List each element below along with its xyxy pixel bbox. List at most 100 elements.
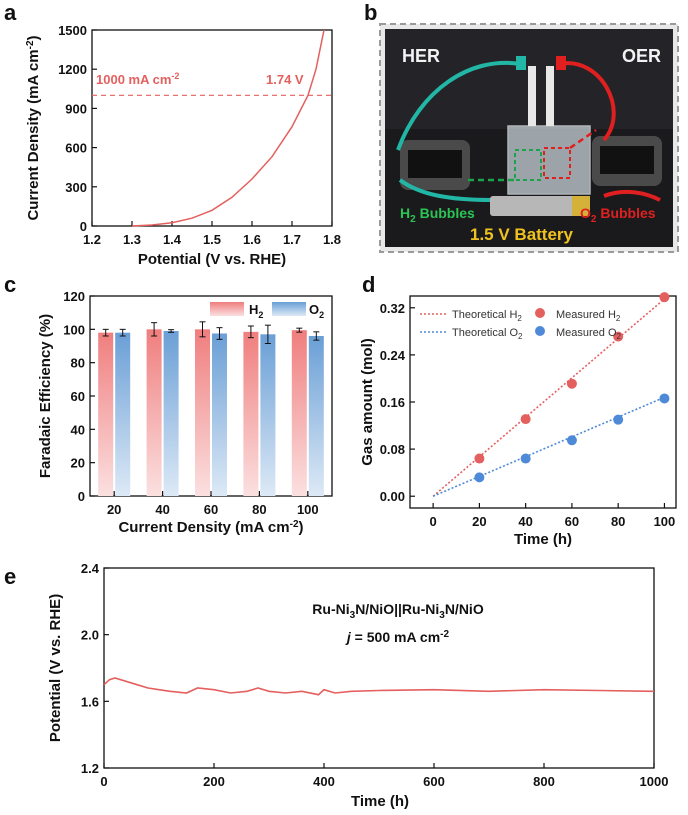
measured-point	[659, 393, 670, 404]
legend-measured-h2-swatch	[535, 308, 545, 318]
bar-o2	[260, 334, 276, 496]
bar-h2	[195, 329, 210, 496]
panel-e: e 1.2 1.6 2.0 2.4 0 200 400 600 800 1000 Ru-Ni3N…	[4, 561, 668, 810]
catalyst-label: Ru-Ni3N/NiO||Ru-Ni3N/NiO	[312, 601, 484, 621]
y-tick-label: 0.32	[380, 301, 405, 316]
bar-o2	[115, 332, 131, 496]
bar-h2	[243, 331, 259, 496]
y-ticks-e: 1.2 1.6 2.0 2.4	[81, 561, 109, 776]
y-tick-label: 0.16	[380, 395, 405, 410]
h2-bubbles-label: H2 Bubbles	[400, 205, 475, 225]
x-tick-label: 0	[100, 774, 107, 789]
x-tick-label: 1.7	[283, 232, 301, 247]
x-tick-label: 0	[430, 514, 437, 529]
bar-h2	[291, 330, 307, 496]
y-ticks-c: 0 20 40 60 80 100 120	[63, 289, 95, 504]
o2-bubbles-label: O2 Bubbles	[580, 205, 656, 225]
panel-a: a 1.2 1.3 1.4 1.5 1.6 1.7 1.8 0 300 600 900 1200 15…	[4, 0, 341, 268]
annotation-1000-label: 1000 mA cm-2	[96, 71, 179, 87]
y-tick-label: 2.4	[81, 561, 100, 576]
y-tick-label: 1200	[58, 62, 87, 77]
x-tick-label: 40	[518, 514, 532, 529]
y-tick-label: 0.24	[380, 348, 406, 363]
x-tick-label: 80	[252, 502, 266, 517]
measured-point	[613, 414, 624, 425]
measured-point	[613, 331, 624, 342]
x-ticks-a: 1.2 1.3 1.4 1.5 1.6 1.7 1.8	[83, 221, 341, 247]
annotation-174v-label: 1.74 V	[266, 72, 304, 87]
x-axis-title-a: Potential (V vs. RHE)	[138, 251, 286, 268]
x-tick-label: 1.8	[323, 232, 341, 247]
y-tick-label: 0.08	[380, 442, 405, 457]
x-tick-label: 1.4	[163, 232, 182, 247]
y-tick-label: 600	[65, 141, 87, 156]
panel-b: b HER OER H2 Bubbles O2 Bubbles 1.5	[364, 0, 679, 253]
x-tick-label: 400	[313, 774, 335, 789]
y-axis-title-c: Faradaic Efficiency (%)	[37, 314, 54, 478]
oer-label: OER	[622, 46, 661, 66]
electrode-rod-right	[546, 66, 554, 126]
x-tick-label: 1.2	[83, 232, 101, 247]
x-ticks-e: 0 200 400 600 800 1000	[100, 763, 668, 789]
y-tick-label: 40	[71, 422, 85, 437]
measured-point	[520, 453, 531, 464]
bar-o2	[308, 336, 324, 496]
x-tick-label: 600	[423, 774, 445, 789]
legend-measured-h2: Measured H2	[556, 309, 621, 323]
y-tick-label: 60	[71, 389, 85, 404]
legend-label-o2: O2	[309, 302, 324, 320]
bar-h2	[146, 329, 162, 496]
series-d	[432, 292, 670, 497]
legend-swatch-o2	[272, 302, 306, 316]
her-label: HER	[402, 46, 440, 66]
y-tick-label: 2.0	[81, 628, 99, 643]
legend-measured-o2: Measured O2	[556, 327, 622, 341]
panel-c: c 0 20 40 60 80 100 120 20 40 60 80 100 H2 O2 Curr…	[4, 272, 333, 536]
y-tick-label: 300	[65, 180, 87, 195]
x-tick-label: 60	[565, 514, 579, 529]
legend-theoretical-o2: Theoretical O2	[452, 327, 523, 341]
y-axis-title-d: Gas amount (mol)	[359, 338, 376, 466]
x-axis-title-d: Time (h)	[514, 531, 572, 548]
legend-swatch-h2	[210, 302, 244, 316]
bars-c	[98, 321, 324, 496]
theoretical-line	[432, 298, 665, 497]
battery	[490, 196, 590, 216]
y-tick-label: 0.00	[380, 489, 405, 504]
y-tick-label: 80	[71, 356, 85, 371]
bar-o2	[212, 333, 227, 496]
measured-point	[659, 292, 670, 303]
measured-point	[566, 378, 577, 389]
x-axis-title-c: Current Density (mA cm-2)	[118, 519, 303, 536]
y-tick-label: 0	[80, 219, 87, 234]
electrode-rod-left	[528, 66, 536, 126]
y-tick-label: 0	[78, 489, 85, 504]
cyan-wire	[396, 60, 521, 151]
beaker	[507, 125, 591, 195]
x-axis-title-e: Time (h)	[351, 793, 409, 810]
y-tick-label: 100	[63, 322, 85, 337]
bar-h2	[98, 332, 114, 496]
y-axis-title-a: Current Density (mA cm-2)	[25, 35, 42, 220]
current-density-label: j = 500 mA cm-2	[345, 629, 450, 645]
y-ticks-d: 0.00 0.08 0.16 0.24 0.32	[380, 301, 415, 504]
panel-letter-d: d	[362, 272, 375, 297]
x-tick-label: 100	[654, 514, 676, 529]
plot-frame-a	[91, 29, 333, 227]
plot-frame-e	[103, 567, 655, 769]
panel-letter-a: a	[4, 0, 17, 25]
x-tick-label: 1000	[640, 774, 669, 789]
x-tick-label: 20	[107, 502, 121, 517]
panel-letter-b: b	[364, 0, 377, 25]
y-tick-label: 1500	[58, 23, 87, 38]
y-tick-label: 1.6	[81, 694, 99, 709]
y-ticks-a: 0 300 600 900 1200 1500	[58, 23, 97, 234]
panel-letter-e: e	[4, 564, 16, 589]
legend-label-h2: H2	[249, 302, 263, 320]
x-tick-label: 1.6	[243, 232, 261, 247]
bar-o2	[163, 331, 179, 496]
y-tick-label: 120	[63, 289, 85, 304]
polarization-curve	[131, 29, 325, 227]
x-ticks-d: 0 20 40 60 80 100	[430, 503, 676, 529]
